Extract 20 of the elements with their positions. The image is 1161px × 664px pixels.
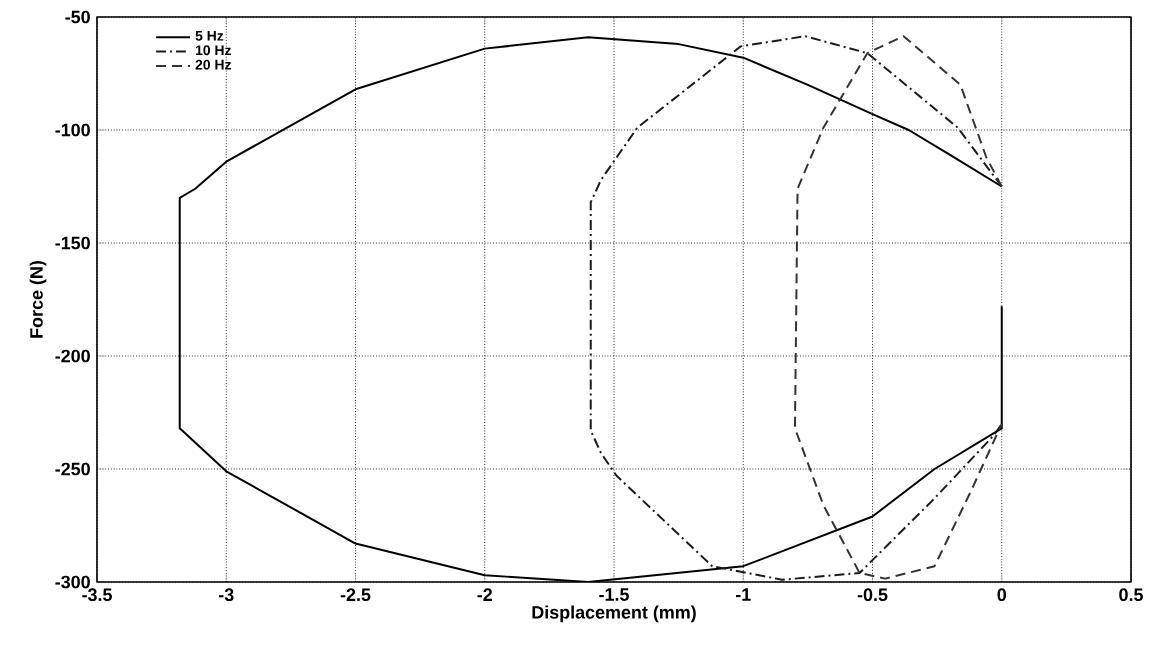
y-tick-label: -250 xyxy=(55,462,90,476)
y-axis-title: Force (N) xyxy=(29,261,47,338)
x-tick-label: -3.5 xyxy=(82,588,112,602)
x-tick-label: -1.5 xyxy=(599,588,629,601)
x-tick-label: 0 xyxy=(997,588,1007,602)
y-tick-label: -50 xyxy=(65,10,90,24)
y-tick-label: -150 xyxy=(55,236,90,250)
y-tick-label: -300 xyxy=(55,575,90,589)
x-axis-title: Displacement (mm) xyxy=(532,605,696,623)
x-tick-label: -0.5 xyxy=(857,588,888,602)
legend-label: 10 Hz xyxy=(195,45,231,56)
legend-label: 5 Hz xyxy=(195,31,224,41)
y-tick-label: -100 xyxy=(55,123,90,137)
legend-label: 20 Hz xyxy=(195,59,231,70)
x-tick-label: 0.5 xyxy=(1119,588,1143,602)
x-tick-label: -1 xyxy=(735,588,751,601)
x-tick-label: -2.5 xyxy=(340,588,371,602)
x-tick-label: -3 xyxy=(218,588,234,602)
x-tick-label: -2 xyxy=(477,588,492,601)
y-tick-label: -200 xyxy=(55,349,90,363)
